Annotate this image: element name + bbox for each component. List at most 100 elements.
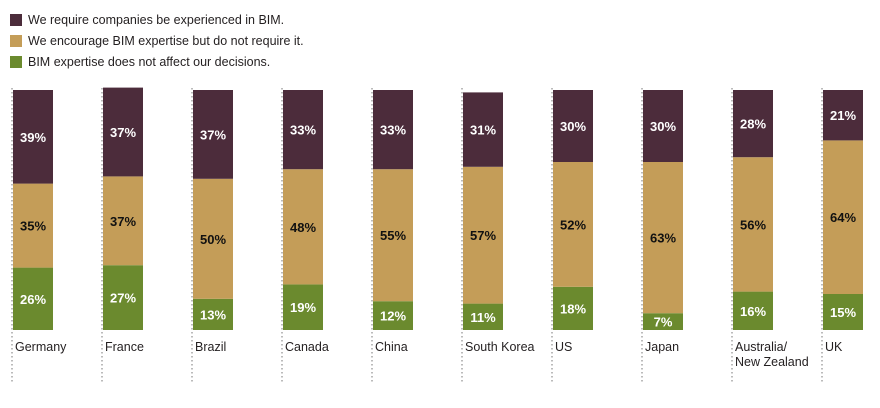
bar-stack: 19% 48% 33% Canada bbox=[281, 88, 329, 382]
data-label: 31% bbox=[470, 123, 496, 138]
chart-legend: We require companies be experienced in B… bbox=[10, 10, 304, 73]
bar-segment bbox=[193, 90, 233, 179]
legend-item: We encourage BIM expertise but do not re… bbox=[10, 31, 304, 50]
data-label: 55% bbox=[380, 228, 406, 243]
data-label: 33% bbox=[290, 123, 316, 138]
bar-stack: 18% 52% 30% US bbox=[551, 88, 593, 382]
category-label-line: UK bbox=[825, 340, 843, 354]
category-label: France bbox=[105, 340, 144, 354]
data-label: 33% bbox=[380, 123, 406, 138]
category-label-line: New Zealand bbox=[735, 355, 809, 369]
data-label: 7% bbox=[654, 315, 673, 330]
category-label: China bbox=[375, 340, 408, 354]
bar-segment bbox=[553, 90, 593, 162]
data-label: 37% bbox=[110, 214, 136, 229]
data-label: 50% bbox=[200, 232, 226, 247]
bar-stack: 12% 55% 33% China bbox=[371, 88, 413, 382]
bar-segment bbox=[13, 183, 53, 268]
bar-stack: 27% 37% 37% France bbox=[101, 87, 144, 382]
bar-segment bbox=[283, 284, 323, 330]
bar-segment bbox=[193, 178, 233, 299]
data-label: 52% bbox=[560, 217, 586, 232]
legend-label: BIM expertise does not affect our decisi… bbox=[28, 54, 271, 69]
bar-segment bbox=[283, 169, 323, 285]
bar-stack: 7% 63% 30% Japan bbox=[641, 88, 683, 382]
bar-segment bbox=[283, 90, 323, 170]
bar-stack: 13% 50% 37% Brazil bbox=[191, 88, 233, 382]
category-label-line: Australia/ bbox=[735, 340, 788, 354]
bar-segment bbox=[373, 90, 413, 170]
data-label: 35% bbox=[20, 219, 46, 234]
legend-item: BIM expertise does not affect our decisi… bbox=[10, 52, 304, 71]
bar-segment bbox=[193, 298, 233, 330]
data-label: 16% bbox=[740, 304, 766, 319]
bar-segment bbox=[733, 291, 773, 330]
bar-segment bbox=[463, 303, 503, 330]
data-label: 37% bbox=[200, 127, 226, 142]
category-label-line: China bbox=[375, 340, 408, 354]
data-label: 30% bbox=[650, 119, 676, 134]
bar-segment bbox=[373, 301, 413, 330]
bar-segment bbox=[463, 166, 503, 304]
data-label: 64% bbox=[830, 210, 856, 225]
legend-label: We encourage BIM expertise but do not re… bbox=[28, 33, 304, 48]
data-label: 63% bbox=[650, 231, 676, 246]
category-label-line: US bbox=[555, 340, 572, 354]
category-label: Australia/New Zealand bbox=[735, 340, 809, 369]
bar-segment bbox=[463, 92, 503, 167]
bar-segment bbox=[823, 294, 863, 330]
bar-segment bbox=[823, 140, 863, 294]
bar-segment bbox=[553, 162, 593, 287]
category-label-line: South Korea bbox=[465, 340, 535, 354]
legend-swatch bbox=[10, 13, 22, 26]
data-label: 11% bbox=[470, 310, 496, 325]
data-label: 57% bbox=[470, 228, 496, 243]
category-label-line: France bbox=[105, 340, 144, 354]
category-label-line: Germany bbox=[15, 340, 67, 354]
bar-segment bbox=[823, 90, 863, 141]
data-label: 19% bbox=[290, 300, 316, 315]
bar-segment bbox=[373, 169, 413, 302]
category-label-line: Japan bbox=[645, 340, 679, 354]
category-label: Brazil bbox=[195, 340, 226, 354]
category-label: Japan bbox=[645, 340, 679, 354]
bar-stack: 11% 57% 31% South Korea bbox=[461, 88, 535, 382]
data-label: 48% bbox=[290, 220, 316, 235]
data-label: 56% bbox=[740, 217, 766, 232]
bar-segment bbox=[103, 176, 143, 266]
category-label-line: Brazil bbox=[195, 340, 226, 354]
data-label: 27% bbox=[110, 291, 136, 306]
category-label: Germany bbox=[15, 340, 67, 354]
bar-stack: 16% 56% 28% Australia/New Zealand bbox=[731, 88, 809, 382]
bar-segment bbox=[643, 90, 683, 162]
data-label: 12% bbox=[380, 309, 406, 324]
bar-segment bbox=[643, 162, 683, 314]
category-label: UK bbox=[825, 340, 843, 354]
legend-label: We require companies be experienced in B… bbox=[28, 12, 285, 27]
data-label: 18% bbox=[560, 301, 586, 316]
legend-swatch bbox=[10, 55, 22, 68]
data-label: 37% bbox=[110, 125, 136, 140]
data-label: 26% bbox=[20, 292, 46, 307]
category-label: US bbox=[555, 340, 572, 354]
bar-segment bbox=[733, 157, 773, 292]
bar-segment bbox=[553, 286, 593, 330]
data-label: 15% bbox=[830, 305, 856, 320]
category-label-line: Canada bbox=[285, 340, 329, 354]
category-label: Canada bbox=[285, 340, 329, 354]
bar-segment bbox=[643, 313, 683, 330]
category-label: South Korea bbox=[465, 340, 535, 354]
bar-segment bbox=[103, 87, 143, 177]
data-label: 39% bbox=[20, 130, 46, 145]
bar-segment bbox=[103, 265, 143, 330]
data-label: 28% bbox=[740, 117, 766, 132]
data-label: 30% bbox=[560, 119, 586, 134]
data-label: 21% bbox=[830, 108, 856, 123]
bar-stack: 15% 64% 21% UK bbox=[821, 88, 863, 382]
data-label: 13% bbox=[200, 307, 226, 322]
bar-segment bbox=[13, 90, 53, 184]
legend-item: We require companies be experienced in B… bbox=[10, 10, 304, 29]
bar-segment bbox=[733, 90, 773, 158]
legend-swatch bbox=[10, 34, 22, 47]
